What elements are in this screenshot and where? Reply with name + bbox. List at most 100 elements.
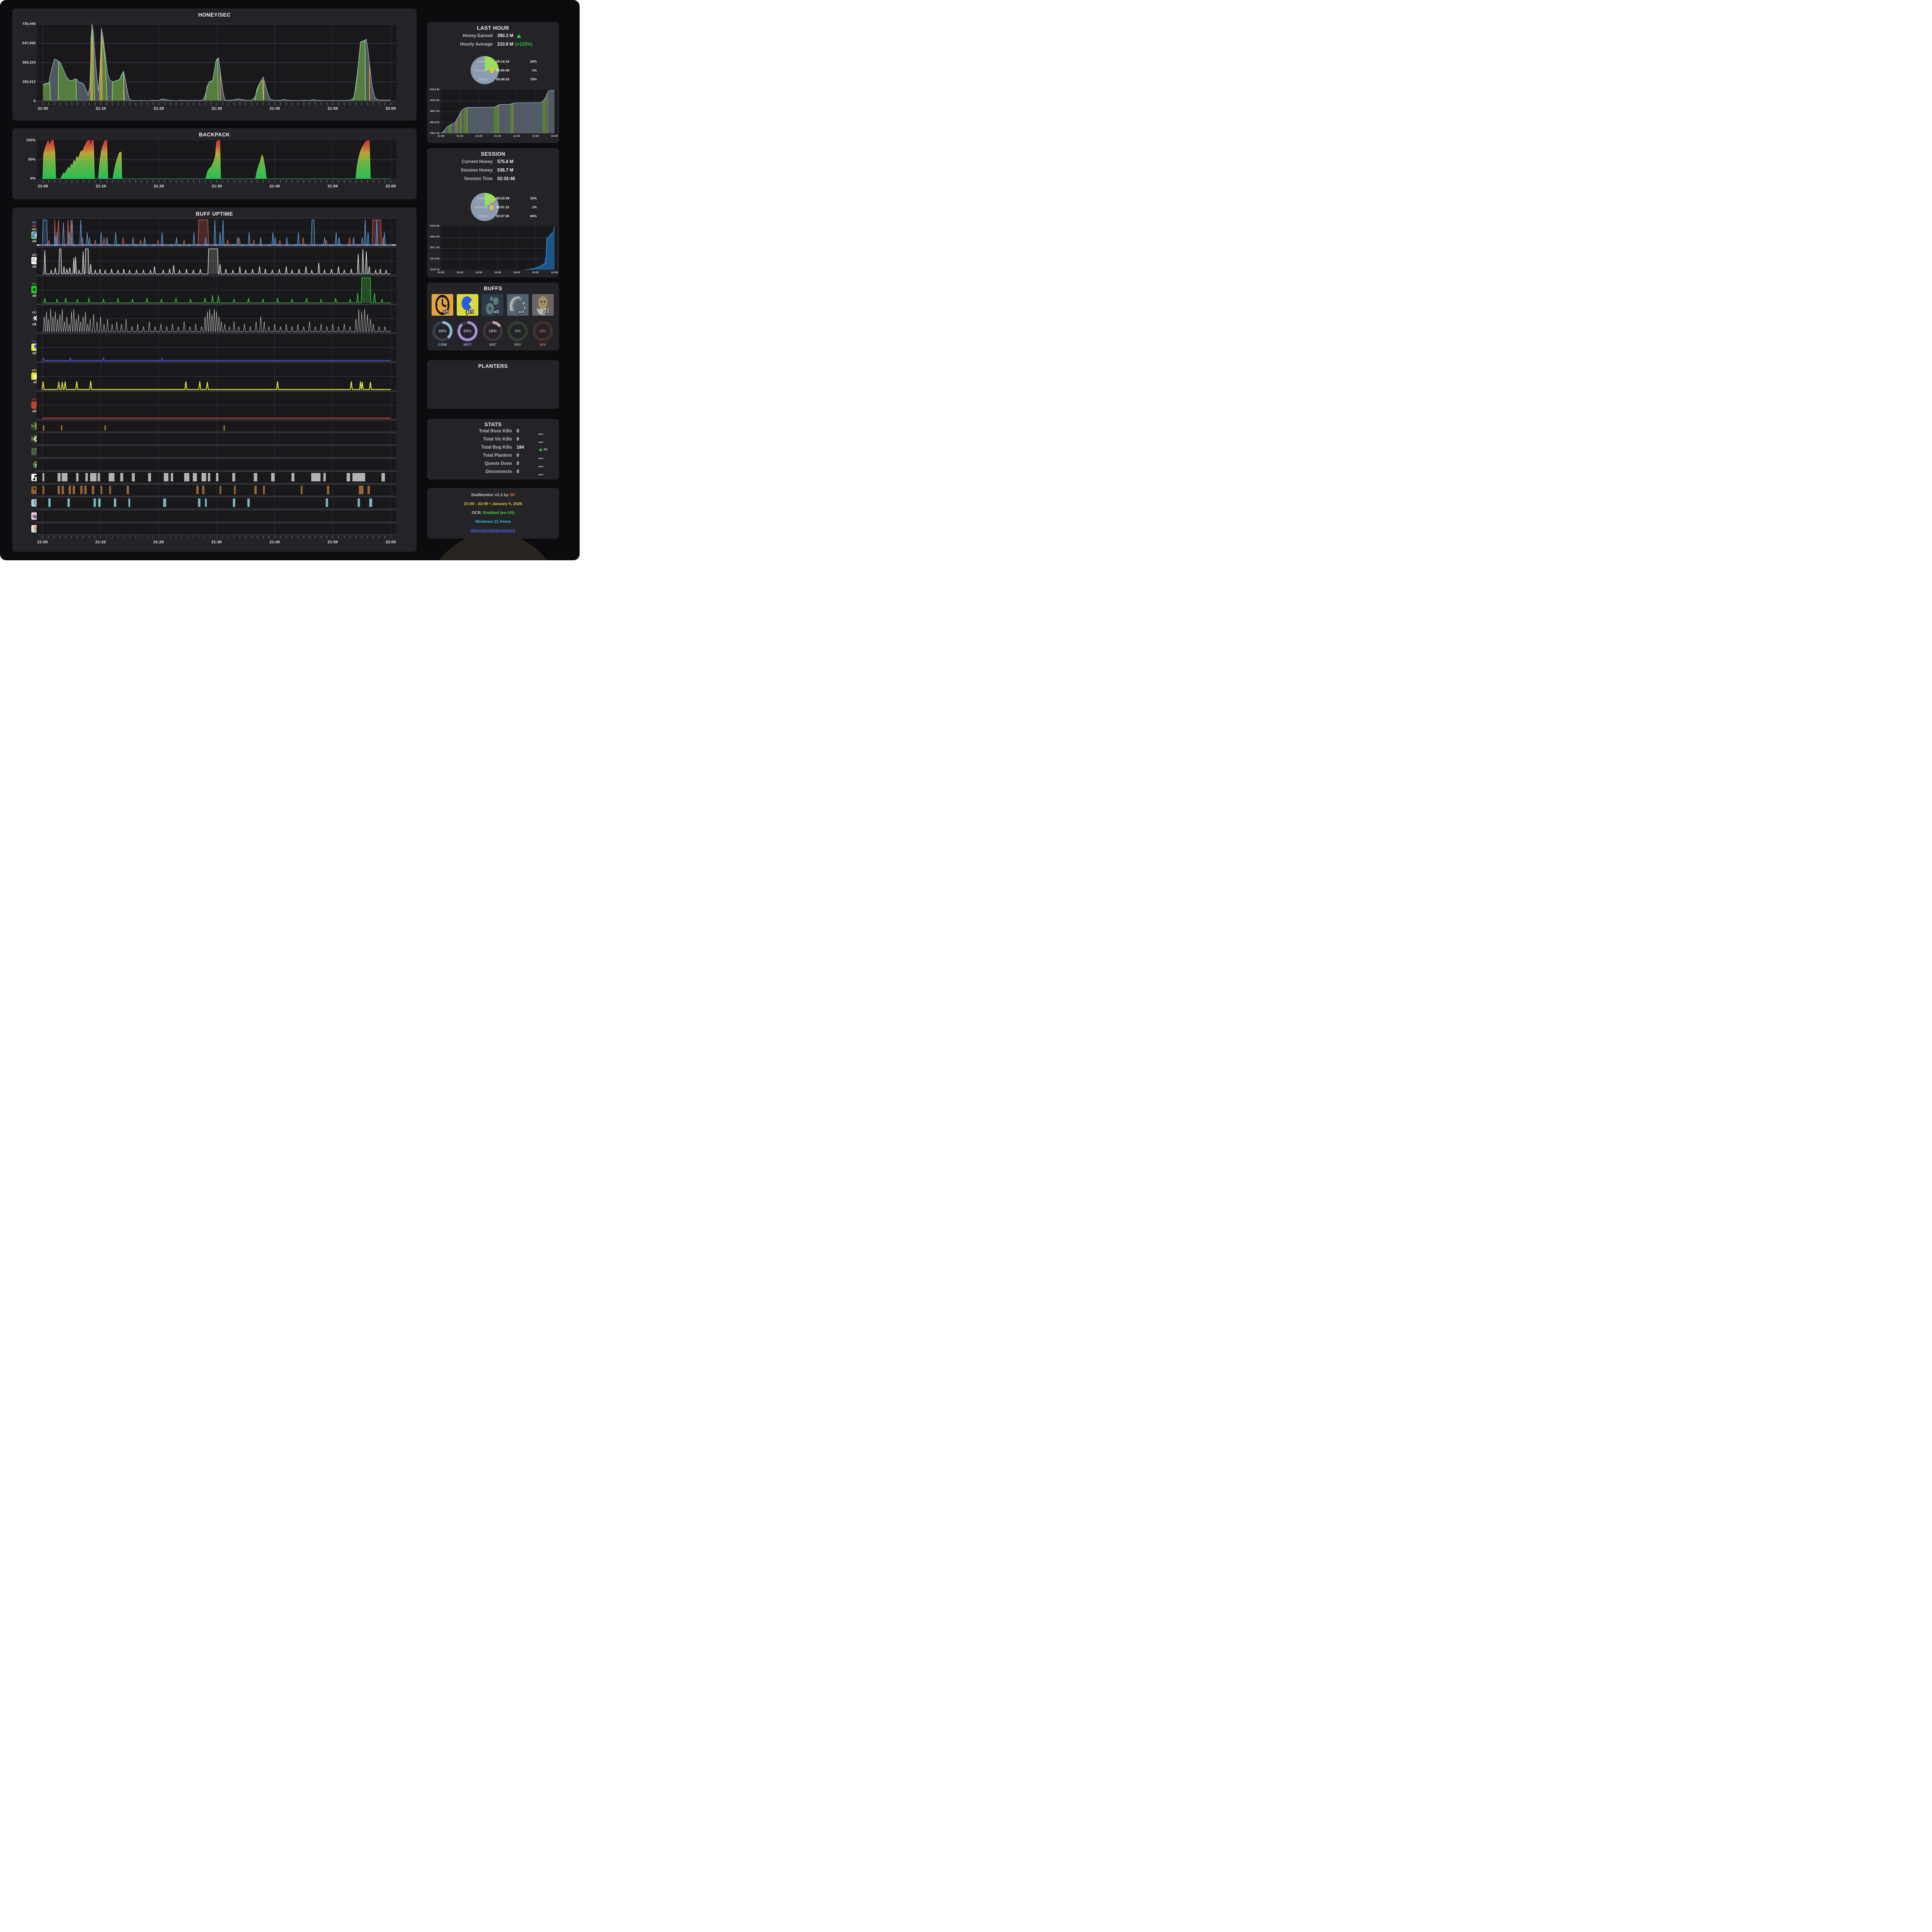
legend-time: 00:44:53 [496,77,510,81]
buff-count: x9 [468,309,474,315]
x-axis-label: 21:10 [95,184,106,189]
honey-y-tick: 182,612 [22,80,36,84]
statmonitor-window: HONEY/SEC 730,448 547,836 365,224 182,612 0 … [0,0,580,560]
honey-y-tick: 730,448 [22,22,36,26]
backpack-panel-title: BACKPACK [199,132,230,138]
stat-label: Total Bug Kills [481,445,512,450]
footer-ocr-status: Enabled (en-US) [483,510,515,515]
buff-row-chart [37,362,396,391]
legend-label: Other [479,77,488,81]
x-axis-label: 21:20 [153,184,164,189]
honey-per-sec-chart [37,24,396,101]
backpack-chart [37,140,396,179]
session-title: SESSION [481,151,505,157]
mini-y-tick: 575.6 M [430,224,439,228]
stat-delta [538,462,543,469]
legend-row: Other 02:07:45 84% [427,214,559,219]
legend-time: 00:00:48 [496,68,510,72]
x-axis-label: 21:20 [153,106,164,111]
stat-label: Total Planters [483,453,512,458]
wave-icon [507,294,529,316]
legend-label: Gather [477,196,488,200]
mini-x-tick: 21:30 [494,135,501,138]
mini-x-tick: 22:00 [551,271,558,274]
summary-label: Session Time [464,177,493,181]
mini-x-tick: 10:00 [437,271,444,274]
stats-title: STATS [484,422,502,427]
legend-time: 00:14:19 [496,60,510,63]
buff-row-chart [37,497,396,509]
legend-chip [490,68,493,73]
x-axis-label: 21:40 [269,106,280,111]
buff-row-chart [37,218,396,246]
summary-label: Session Honey [461,168,493,173]
legend-time: 02:07:45 [496,214,510,218]
stat-value: 0 [517,437,519,442]
mini-y-tick: 157.8 M [430,257,439,260]
summary-row: Current Honey 575.6 M [435,160,551,167]
buffs-title: BUFFS [484,286,502,291]
x-axis-label: 21:00 [37,540,48,544]
mini-x-tick: 22:00 [551,135,558,138]
bubbles-icon [482,294,503,316]
stat-delta [538,470,543,477]
mini-y-tick: 575.6 M [430,88,439,91]
gauge-ref: 0% [508,321,528,341]
x-axis-label: 21:50 [327,540,338,544]
balloon-plus-icon [457,294,478,316]
stat-delta [538,430,543,437]
footer-panel: StatMonitor v2.3 by SP 21:00 - 22:00 • J… [427,488,559,560]
stat-delta: 69 [538,446,547,453]
discord-link[interactable]: discord.gg/natromacro [471,528,515,533]
legend-chip [490,60,493,64]
buff-count: x0 [519,309,524,315]
x-axis-label: 21:10 [95,540,106,544]
session-panel: SESSION Current Honey 575.6 M Session Hone… [427,148,559,277]
legend-pct: 24% [530,60,537,63]
stat-value: 0 [517,429,519,434]
honey-x-ticks [37,102,396,105]
x-axis-label: 21:40 [269,184,280,189]
footer-version-line: StatMonitor v2.3 by SP [471,493,515,497]
legend-pct: 1% [532,205,537,209]
buff-count: x0 [493,309,499,315]
legend-row: Other 00:44:53 75% [427,77,559,82]
summary-value: 210.8 M (+123%) [497,42,532,47]
buff-row-chart [37,459,396,471]
gauge-label: COM [438,343,447,347]
x-axis-label: 21:50 [327,184,338,189]
stats-panel: STATS Total Boss Kills 0 Total Vic Kills 0 T… [427,419,559,480]
last-hour-panel: LAST HOUR Honey Earned 390.3 M Hourly Aver… [427,22,559,143]
session-pie-chart [471,193,499,221]
mini-x-tick: 21:50 [532,135,539,138]
buff-row-chart [37,420,396,432]
x-axis-label: 21:00 [37,184,48,189]
backpack-x-ticks [37,180,396,183]
stat-row: Disconnects 0 [450,469,559,476]
buff-row-chart [37,510,396,522]
buff-row-chart [37,333,396,362]
legend-chip [490,196,493,201]
buff-count: x5 [443,309,449,315]
mini-y-tick: 436.3 M [430,235,439,238]
gauge-label: MOT [463,343,472,347]
x-axis-label: 21:10 [95,106,106,111]
mini-x-tick: 21:10 [456,135,463,138]
footer-date-line: 21:00 - 22:00 • January 5, 2026 [464,502,522,506]
legend-chip [490,205,493,210]
mini-x-tick: 21:40 [513,135,520,138]
honey-y-tick: 0 [33,99,36,104]
legend-chip [490,77,493,82]
legend-pct: 15% [530,196,537,200]
legend-label: Convert [475,68,488,72]
summary-label: Honey Earned [463,34,493,38]
legend-chip [490,214,493,219]
stat-value: 0 [517,453,519,458]
x-axis-label: 22:00 [385,184,396,189]
gauge-percent: 16% [485,324,500,338]
buff-x-ticks [37,536,396,539]
chick-icon [532,294,554,316]
buff-row-chart [37,276,396,304]
gauge-percent: 89% [460,324,475,338]
honey-y-tick: 365,224 [22,60,36,65]
